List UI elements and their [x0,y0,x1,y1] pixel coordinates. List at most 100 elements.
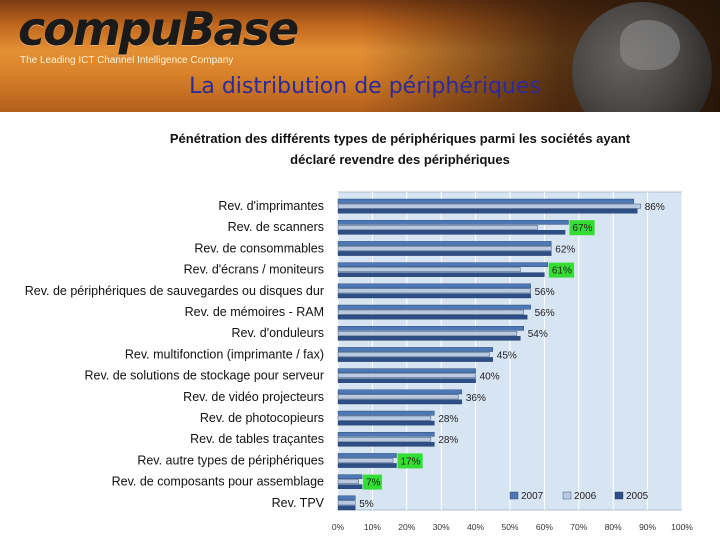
category-label: Rev. de vidéo projecteurs [183,390,324,404]
category-label: Rev. de tables traçantes [190,432,324,446]
bar-2005 [337,208,638,214]
x-tick-label: 90% [639,522,656,532]
bar-2007 [337,241,552,246]
category-label: Rev. de composants pour assemblage [112,475,324,489]
x-tick-label: 20% [398,522,415,532]
company-logo: compuBase [18,2,299,56]
bar-2006 [337,437,432,442]
x-tick-label: 70% [570,522,587,532]
company-tagline: The Leading ICT Channel Intelligence Com… [20,55,234,66]
bar-2007 [337,220,569,225]
bar-2007 [337,389,463,395]
bar-2006 [337,330,518,336]
bar-2006 [337,458,394,463]
bar-2006 [337,500,356,506]
bar-2007 [337,368,476,374]
data-label-highlight [363,474,382,490]
category-label: Rev. d'écrans / moniteurs [184,263,324,277]
bar-2007 [337,262,549,267]
bar-2005 [337,420,435,426]
bar-2005 [337,314,528,320]
bar-2007 [337,474,363,480]
bar-2006 [337,225,538,230]
legend-label: 2006 [574,491,597,502]
bar-2005 [337,505,356,511]
bar-2005 [337,230,566,235]
category-label: Rev. de solutions de stockage pour serve… [85,369,324,383]
data-label: 61% [552,266,572,277]
bar-2007 [337,304,531,310]
bar-2005 [337,442,435,447]
chart-title: Pénétration des différents types de péri… [120,128,680,170]
data-label: 62% [555,244,575,255]
legend-swatch [562,491,572,500]
slide-title: La distribution de périphériques [189,74,541,99]
data-label-highlight [569,220,595,236]
bar-2006 [337,288,531,294]
category-label: Rev. autre types de périphériques [137,453,324,467]
data-label: 86% [645,202,665,213]
bar-2005 [337,293,531,299]
bar-2005 [337,378,476,384]
bar-2006 [337,267,521,272]
x-tick-label: 0% [332,522,345,532]
data-label: 45% [497,350,517,361]
bar-2005 [337,335,521,341]
x-tick-label: 60% [536,522,553,532]
bar-2006 [337,352,490,357]
bar-2007 [337,283,531,289]
data-label: 7% [366,478,381,489]
header-banner: compuBase The Leading ICT Channel Intell… [0,0,720,112]
x-tick-label: 30% [433,522,450,532]
category-label: Rev. d'onduleurs [232,326,325,340]
data-label: 5% [359,499,374,510]
category-label: Rev. TPV [272,496,325,510]
category-label: Rev. multifonction (imprimante / fax) [125,347,324,361]
bar-2006 [337,203,641,209]
category-label: Rev. de mémoires - RAM [185,305,324,319]
x-tick-label: 100% [671,522,693,532]
bar-2006 [337,373,476,379]
bar-2007 [337,198,635,204]
bar-2005 [337,484,363,490]
bar-2005 [337,251,552,256]
category-label: Rev. de périphériques de sauvegardes ou … [25,284,324,298]
bar-2005 [337,399,463,405]
category-label: Rev. de photocopieurs [200,411,324,425]
category-label: Rev. de scanners [228,220,324,234]
legend-label: 2005 [626,491,649,502]
data-label: 28% [438,414,458,425]
bar-chart: 0% 10% 20% 30% 40% 50% 60% 70% 80% 90% 100% Rev. d'… [25,191,693,532]
x-tick-label: 80% [605,522,622,532]
chart-title-line-2: déclaré revendre des périphériques [290,152,510,167]
data-label: 56% [535,308,555,319]
bar-2006 [337,479,359,485]
bar-2006 [337,415,432,421]
bar-2007 [337,453,397,458]
data-label: 36% [466,393,486,404]
data-label-highlight [397,453,423,469]
x-tick-label: 40% [467,522,484,532]
data-label-highlight [548,262,575,278]
data-label: 67% [572,223,592,234]
category-label: Rev. de consommables [194,241,324,255]
bar-2005 [337,272,545,277]
data-label: 56% [535,287,555,298]
legend-label: 2007 [521,491,544,502]
bar-2006 [337,246,552,251]
x-tick-label: 10% [364,522,381,532]
category-label: Rev. d'imprimantes [218,199,324,213]
legend-swatch [614,491,624,500]
bar-2007 [337,325,524,331]
bar-2005 [337,463,397,468]
data-label: 28% [438,435,458,446]
bar-2007 [337,347,494,352]
legend-swatch [509,491,519,500]
data-label: 54% [528,329,548,340]
x-tick-label: 50% [501,522,518,532]
chart-title-line-1: Pénétration des différents types de péri… [169,131,631,146]
bar-2005 [337,357,494,362]
bar-2006 [337,394,459,400]
bar-2007 [337,410,435,416]
continent-shape [620,20,680,70]
